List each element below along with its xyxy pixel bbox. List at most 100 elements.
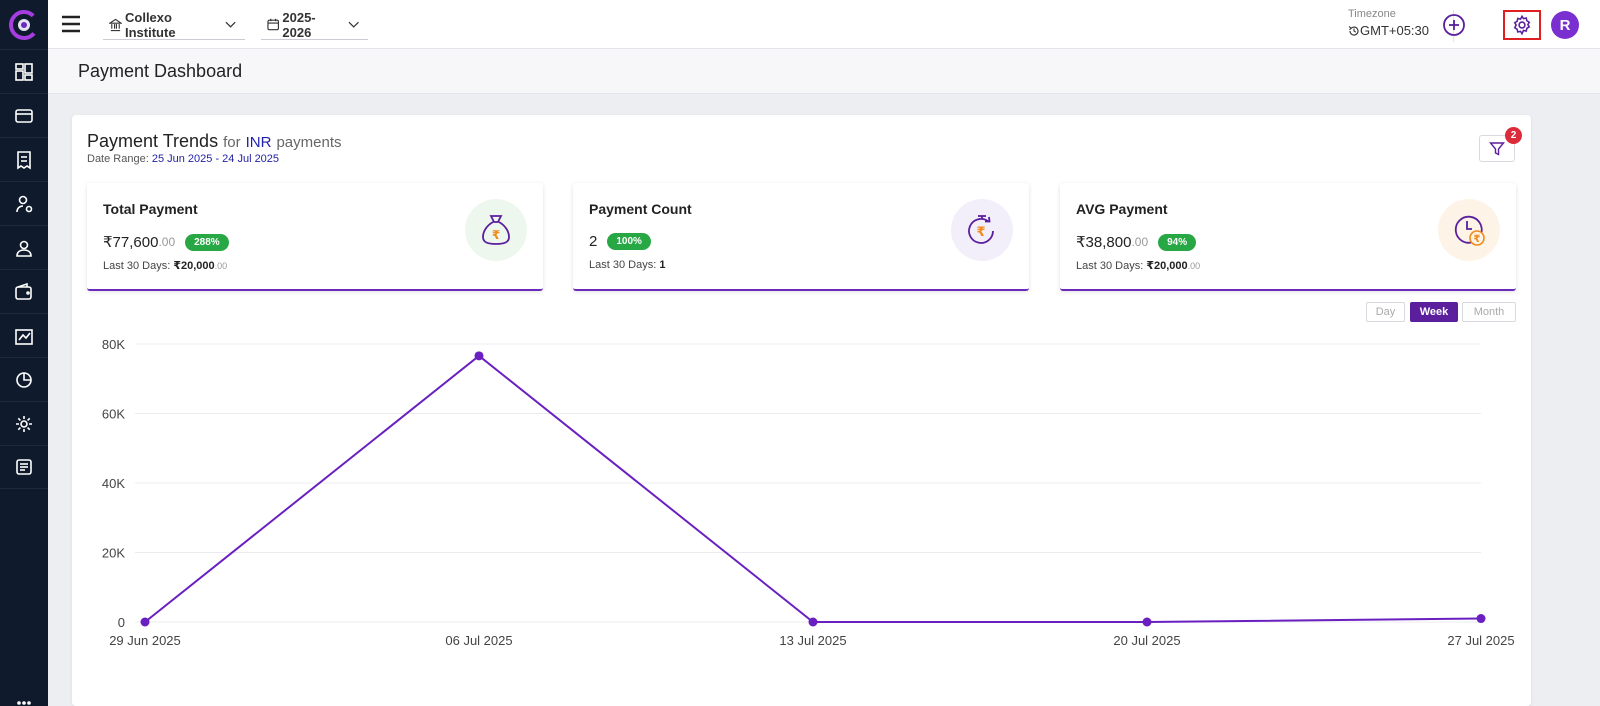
svg-text:₹: ₹ [492,228,500,242]
academic-year-select[interactable]: 2025-2026 [261,10,368,40]
y-tick-label: 60K [102,407,125,422]
stat-amount: 77,600 [112,233,159,251]
stat-card-total-payment: Total Payment ₹77,600.00 288% Last 30 Da… [87,183,543,291]
student-icon [16,240,32,257]
logo-icon [9,9,39,40]
stat-value: 2 100% [589,233,651,250]
institution-icon [109,18,122,31]
filter-icon [1489,141,1505,156]
stat-card-avg-payment: AVG Payment ₹38,800.00 94% Last 30 Days:… [1060,183,1516,291]
currency-symbol: ₹ [1076,234,1086,251]
date-range-value: 25 Jun 2025 - 24 Jul 2025 [151,153,280,165]
report-chart-icon [15,328,33,345]
sidebar [0,0,48,706]
apps-grid-icon[interactable] [0,686,48,706]
page-title: Payment Dashboard [78,61,243,81]
payment-trend-chart: 0 20K 40K 60K 80K 29 Jun 2025 06 Jul 2025 13 Ju… [102,337,1515,648]
rupee-timer-icon: ₹ [951,199,1013,261]
wallet-icon [15,282,32,300]
stat-growth-badge: 100% [607,233,651,250]
document-list-icon [16,459,32,475]
data-point[interactable] [1476,614,1486,624]
period-month-button[interactable]: Month [1462,302,1516,322]
top-header: Collexo Institute 2025-2026 Timezone GMT… [48,0,1600,49]
y-tick-label: 80K [102,337,125,352]
trends-payments-label: payments [276,134,342,151]
sidebar-item-invoices[interactable] [0,137,48,181]
y-tick-label: 0 [118,615,125,630]
institute-name: Collexo Institute [125,9,176,40]
sidebar-item-analytics[interactable] [0,357,48,401]
trends-currency: INR [245,134,272,151]
chevron-down-icon [225,21,236,28]
x-tick-label: 20 Jul 2025 [1113,633,1180,648]
calendar-icon [267,18,279,31]
gear-icon [1513,14,1531,36]
clock-rupee-icon: ₹ [1438,199,1500,261]
period-day-button[interactable]: Day [1366,302,1405,322]
data-point[interactable] [140,617,150,627]
stat-amount: 2 [589,233,598,250]
stat-sub-value: 1 [659,259,666,271]
stat-sub-currency: ₹ [173,260,181,272]
academic-year: 2025-2026 [282,9,316,40]
date-range: Date Range: 25 Jun 2025 - 24 Jul 2025 [87,153,279,165]
institute-select[interactable]: Collexo Institute [103,10,245,40]
data-point[interactable] [808,617,818,627]
period-week-button[interactable]: Week [1410,302,1458,322]
stat-card-payment-count: Payment Count 2 100% Last 30 Days: 1 ₹ [573,183,1029,291]
trends-for-label: for [223,134,241,151]
stat-sub-decimals: .00 [214,261,228,271]
sidebar-item-users[interactable] [0,181,48,225]
currency-symbol: ₹ [103,234,113,251]
stat-amount: 38,800 [1085,233,1132,251]
gear-icon [16,415,32,432]
stat-decimals: .00 [1131,235,1149,249]
stat-label: AVG Payment [1076,201,1168,217]
date-range-label: Date Range: [87,153,149,165]
sidebar-item-dashboard[interactable] [0,49,48,93]
y-tick-label: 40K [102,476,125,491]
receipt-icon [17,150,31,169]
stat-value: ₹77,600.00 288% [103,233,229,251]
timezone-value: GMT+05:30 [1360,23,1430,38]
svg-text:₹: ₹ [1474,234,1481,245]
stat-growth-badge: 94% [1158,233,1197,251]
y-tick-label: 20K [102,546,125,561]
settings-button[interactable] [1503,10,1541,40]
x-tick-label: 06 Jul 2025 [445,633,512,648]
app-logo[interactable] [0,0,48,49]
stat-decimals: .00 [158,235,176,249]
plus-circle-icon [1443,14,1465,36]
stat-subtext: Last 30 Days: ₹20,000.00 [103,259,227,272]
dashboard-icon [15,62,33,81]
sidebar-item-payments[interactable] [0,93,48,137]
svg-text:₹: ₹ [976,225,985,240]
stat-sub-decimals: .00 [1187,261,1201,271]
stat-sub-currency: ₹ [1146,260,1154,272]
sidebar-item-reports[interactable] [0,313,48,357]
sidebar-item-logs[interactable] [0,445,48,489]
data-point[interactable] [1142,617,1152,627]
trends-heading: Payment Trends for INR payments [87,131,342,152]
stat-value: ₹38,800.00 94% [1076,233,1197,251]
sidebar-item-wallet[interactable] [0,269,48,313]
filter-button[interactable] [1479,135,1515,162]
data-point[interactable] [474,351,484,361]
page-title-bar: Payment Dashboard [48,49,1600,94]
user-avatar[interactable]: R [1551,11,1579,39]
card-icon [15,108,33,123]
stat-sub-value: 20,000 [1153,260,1188,272]
x-tick-label: 27 Jul 2025 [1447,633,1514,648]
x-tick-label: 13 Jul 2025 [779,633,846,648]
sidebar-item-students[interactable] [0,225,48,269]
hamburger-menu-icon[interactable] [60,13,82,35]
trends-title: Payment Trends [87,131,219,151]
sidebar-item-settings[interactable] [0,401,48,445]
stat-sub-label: Last 30 Days: [103,260,171,272]
pie-chart-icon [16,371,32,388]
money-bag-icon: ₹ [465,199,527,261]
add-button[interactable] [1441,12,1467,38]
timezone-label: Timezone [1348,8,1396,20]
stat-growth-badge: 288% [185,233,229,251]
